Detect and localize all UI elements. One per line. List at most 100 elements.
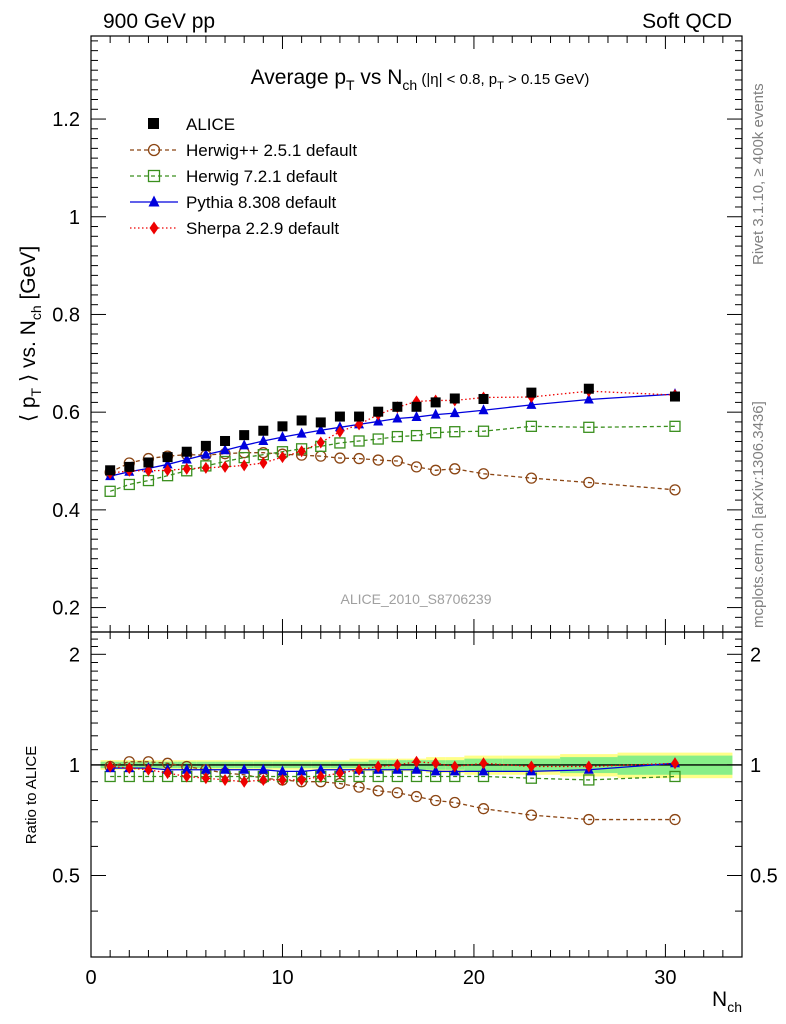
alice-data-point xyxy=(392,401,403,412)
series-2-ratio-point xyxy=(258,763,269,774)
axis-ticks: 0 10 20 30 0.2 0.4 0.6 0.8 1 1.2 0.5 1 2 0.5 1 2 xyxy=(52,36,778,989)
alice-data-point xyxy=(669,391,680,402)
alice-data-point xyxy=(277,421,288,432)
alice-data-point xyxy=(354,411,365,422)
series-1-point xyxy=(334,437,346,449)
alice-data-point xyxy=(449,393,460,404)
series-0-point xyxy=(583,476,595,489)
alice-data-point xyxy=(478,393,489,404)
series-1-point xyxy=(525,420,538,432)
series-2-point xyxy=(583,393,594,404)
series-0-point xyxy=(353,452,365,465)
title-mid: vs N xyxy=(355,66,403,89)
series-0-point xyxy=(372,454,384,466)
y-tick-label: 0.6 xyxy=(52,402,80,424)
alice-data-point xyxy=(430,397,441,408)
title-sub2: ch xyxy=(402,77,417,93)
series-0-ratio-point xyxy=(449,796,461,809)
ratio-tick-label: 1 xyxy=(69,755,80,777)
series-1-point xyxy=(669,420,681,432)
series-0-ratio-point xyxy=(669,813,681,826)
series-2-ratio-point xyxy=(478,765,489,776)
header-left: 900 GeV pp xyxy=(103,10,215,33)
ratio-tick-label: 0.5 xyxy=(52,865,80,887)
header-right: Soft QCD xyxy=(642,10,732,33)
series-2-ratio-point xyxy=(411,763,422,774)
series-3-ratio-point xyxy=(393,758,402,771)
series-2-point xyxy=(239,439,250,450)
ylabel-sub1: T xyxy=(28,387,44,396)
series-2-point xyxy=(430,408,441,419)
series-3-point xyxy=(278,451,287,464)
rivet-label: Rivet 3.1.10, ≥ 400k events xyxy=(750,83,767,265)
title-cut-post: > 0.15 GeV) xyxy=(504,71,589,88)
ratio-tick-label: 2 xyxy=(69,644,80,666)
series-0-ratio-point xyxy=(525,809,538,821)
y-tick-label: 0.2 xyxy=(52,598,80,620)
series-0-point xyxy=(477,468,490,480)
series-3-ratio-point xyxy=(584,760,593,773)
series-1-line xyxy=(109,425,675,492)
alice-data-point xyxy=(315,417,326,428)
series-3-point xyxy=(144,464,153,477)
series-2-ratio-point xyxy=(200,763,211,774)
ratio-tick-label-right: 1 xyxy=(750,755,761,777)
series-2-point xyxy=(526,398,537,409)
ratio-plot-frame xyxy=(90,631,743,958)
series-1-point xyxy=(410,429,423,442)
series-3-ratio-point xyxy=(335,767,344,780)
series-2-point xyxy=(315,424,326,435)
series-layer xyxy=(104,383,681,826)
y-tick-label: 1 xyxy=(69,207,80,229)
series-1-point xyxy=(449,426,461,438)
alice-data-point xyxy=(105,465,116,476)
legend-marker-3 xyxy=(149,221,159,235)
x-tick-label: 10 xyxy=(271,967,293,989)
series-0-point xyxy=(669,484,681,496)
series-3-ratio-line xyxy=(110,761,676,783)
legend-marker-0 xyxy=(147,143,161,157)
y-axis-label: ⟨ pT ⟩ vs. Nch [GeV] xyxy=(17,246,44,422)
analysis-id: ALICE_2010_S8706239 xyxy=(340,591,491,607)
series-1-point xyxy=(104,485,116,497)
xlabel-main: N xyxy=(712,988,727,1011)
series-1-point xyxy=(353,435,365,447)
series-3-ratio-point xyxy=(297,773,306,786)
series-3-ratio-point xyxy=(412,755,421,768)
series-3-ratio-point xyxy=(221,773,230,786)
series-1-point xyxy=(477,425,490,437)
series-2-point xyxy=(277,431,288,442)
series-3-ratio-point xyxy=(670,757,679,770)
x-axis-label: Nch xyxy=(712,988,742,1015)
x-tick-label: 20 xyxy=(463,967,485,989)
series-0-ratio-point xyxy=(372,785,384,797)
series-3-ratio-point xyxy=(527,760,536,773)
series-3-ratio-point xyxy=(355,763,364,776)
series-3-ratio-point xyxy=(316,770,325,783)
series-0-ratio-point xyxy=(353,781,365,793)
alice-data-point xyxy=(181,446,192,457)
series-2-ratio-point xyxy=(296,765,307,776)
series-3-ratio-point xyxy=(240,775,249,788)
series-2-point xyxy=(258,434,269,445)
legend-label-1: Herwig 7.2.1 default xyxy=(186,167,337,186)
alice-data-point xyxy=(526,387,537,398)
xlabel-sub: ch xyxy=(727,999,742,1015)
series-1-point xyxy=(429,427,442,439)
series-3-ratio-point xyxy=(182,770,191,783)
series-0-line xyxy=(109,452,676,491)
alice-data-point xyxy=(373,406,384,417)
series-2-point xyxy=(200,448,211,459)
series-1-ratio-point xyxy=(583,774,595,786)
legend-label-3: Sherpa 2.2.9 default xyxy=(186,219,339,238)
series-2-ratio-point xyxy=(315,763,326,774)
series-0-point xyxy=(449,463,461,475)
x-tick-label: 0 xyxy=(85,967,96,989)
series-3-ratio-point xyxy=(259,773,268,786)
legend-label-0: Herwig++ 2.5.1 default xyxy=(186,141,357,160)
series-3-point xyxy=(335,425,344,438)
series-0-ratio-point xyxy=(583,813,595,826)
legend-label-2: Pythia 8.308 default xyxy=(186,193,337,212)
series-0-point xyxy=(334,452,346,464)
series-3-ratio-point xyxy=(450,760,459,773)
